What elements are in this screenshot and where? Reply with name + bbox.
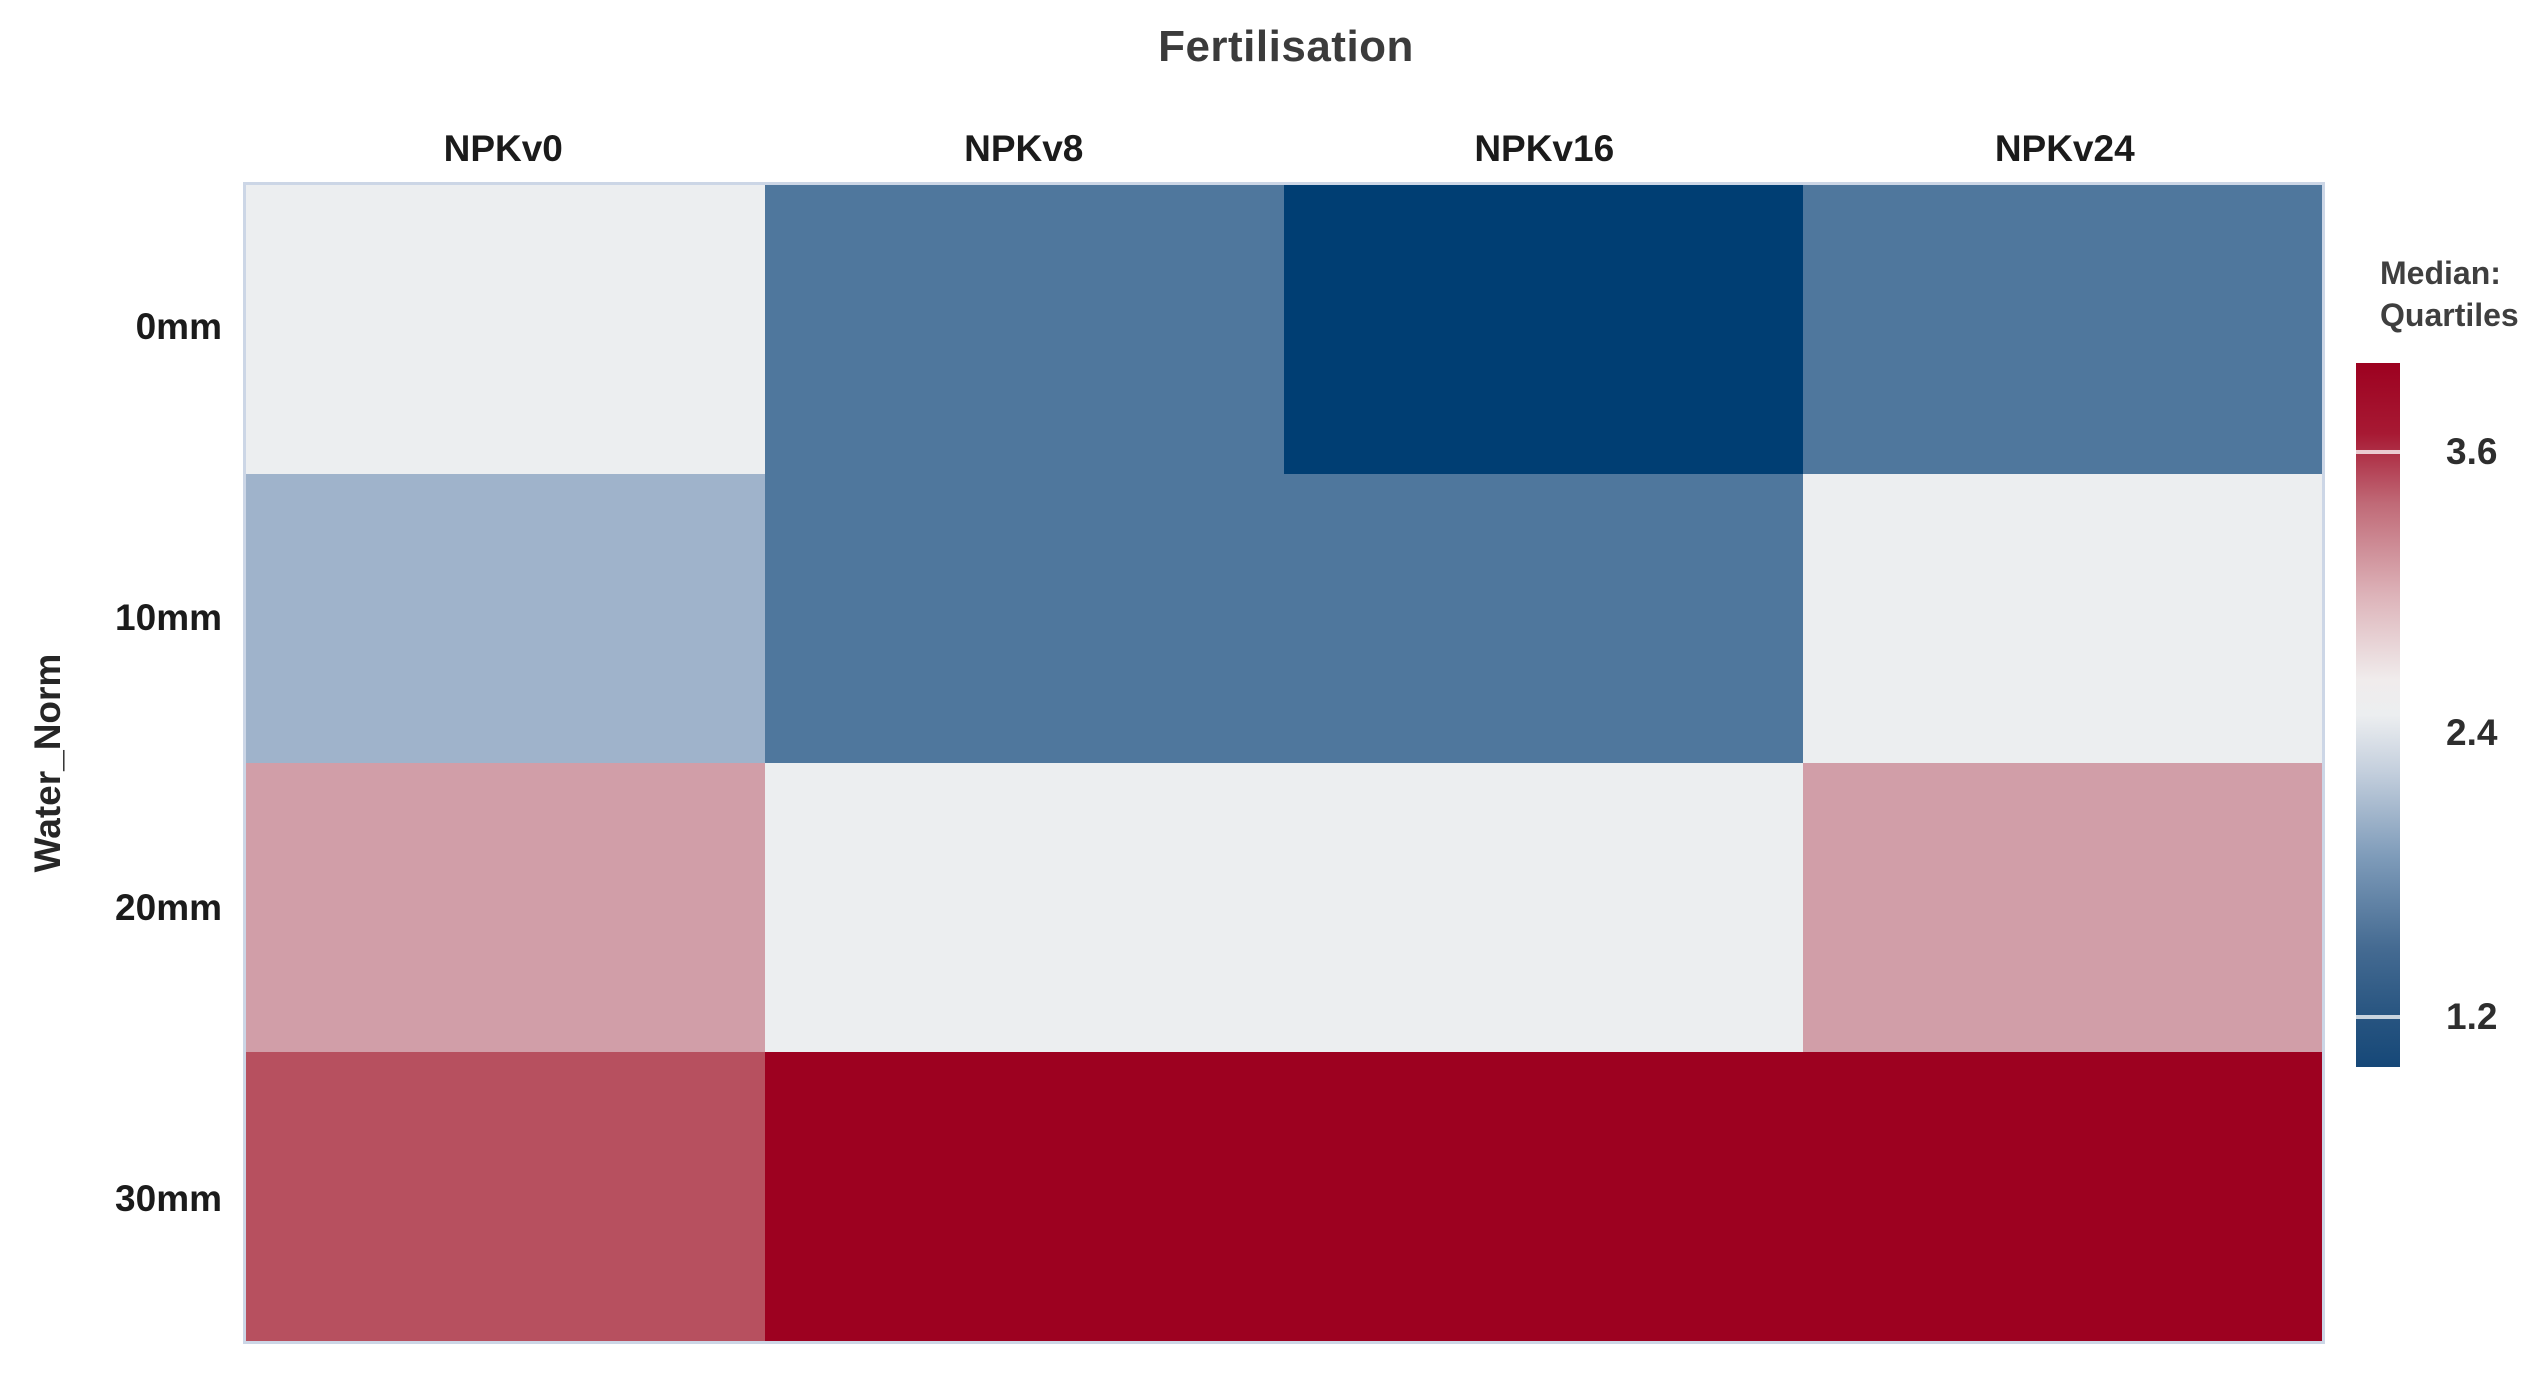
heatmap-cell-0mm-NPKv0[interactable] (246, 185, 765, 474)
colorbar-gradient (2356, 363, 2400, 1067)
heatmap-cell-30mm-NPKv0[interactable] (246, 1052, 765, 1341)
heatmap-cell-30mm-NPKv8[interactable] (765, 1052, 1284, 1341)
y-axis-label: Water_Norm (27, 653, 68, 873)
heatmap-cell-10mm-NPKv16[interactable] (1284, 474, 1803, 763)
legend-title-line2: Quartiles (2380, 297, 2519, 333)
legend-title: Median: Quartiles (2380, 252, 2519, 336)
row-label-20mm: 20mm (115, 887, 222, 929)
column-header-npkv24: NPKv24 (1994, 128, 2135, 169)
colorbar-separator (2356, 449, 2400, 454)
heatmap-cell-20mm-NPKv0[interactable] (246, 763, 765, 1052)
heatmap-cell-10mm-NPKv8[interactable] (765, 474, 1284, 763)
heatmap-grid (243, 182, 2325, 1344)
colorbar-separator (2356, 1015, 2400, 1020)
heatmap-cell-20mm-NPKv16[interactable] (1284, 763, 1803, 1052)
row-labels: 0mm 10mm 20mm 30mm (0, 182, 228, 1344)
column-headers: NPKv0 NPKv8 NPKv16 NPKv24 (243, 128, 2325, 178)
heatmap-cell-0mm-NPKv16[interactable] (1284, 185, 1803, 474)
heatmap-cell-20mm-NPKv8[interactable] (765, 763, 1284, 1052)
colorbar-tick-1-2: 1.2 (2446, 996, 2498, 1037)
heatmap-cell-30mm-NPKv24[interactable] (1803, 1052, 2322, 1341)
chart-title: Fertilisation (1158, 22, 1414, 71)
heatmap-cell-0mm-NPKv24[interactable] (1803, 185, 2322, 474)
heatmap-cell-30mm-NPKv16[interactable] (1284, 1052, 1803, 1341)
heatmap-cell-10mm-NPKv24[interactable] (1803, 474, 2322, 763)
heatmap-cell-10mm-NPKv0[interactable] (246, 474, 765, 763)
heatmap-cell-0mm-NPKv8[interactable] (765, 185, 1284, 474)
legend-title-line1: Median: (2380, 255, 2501, 291)
colorbar-tick-2-4: 2.4 (2446, 712, 2498, 753)
row-label-10mm: 10mm (115, 596, 222, 638)
column-header-npkv16: NPKv16 (1474, 128, 1615, 169)
colorbar-tick-3-6: 3.6 (2446, 431, 2498, 472)
row-label-30mm: 30mm (115, 1177, 222, 1219)
column-header-npkv8: NPKv8 (964, 128, 1084, 169)
row-label-0mm: 0mm (135, 306, 222, 348)
column-header-npkv0: NPKv0 (443, 128, 563, 169)
heatmap-cell-20mm-NPKv24[interactable] (1803, 763, 2322, 1052)
